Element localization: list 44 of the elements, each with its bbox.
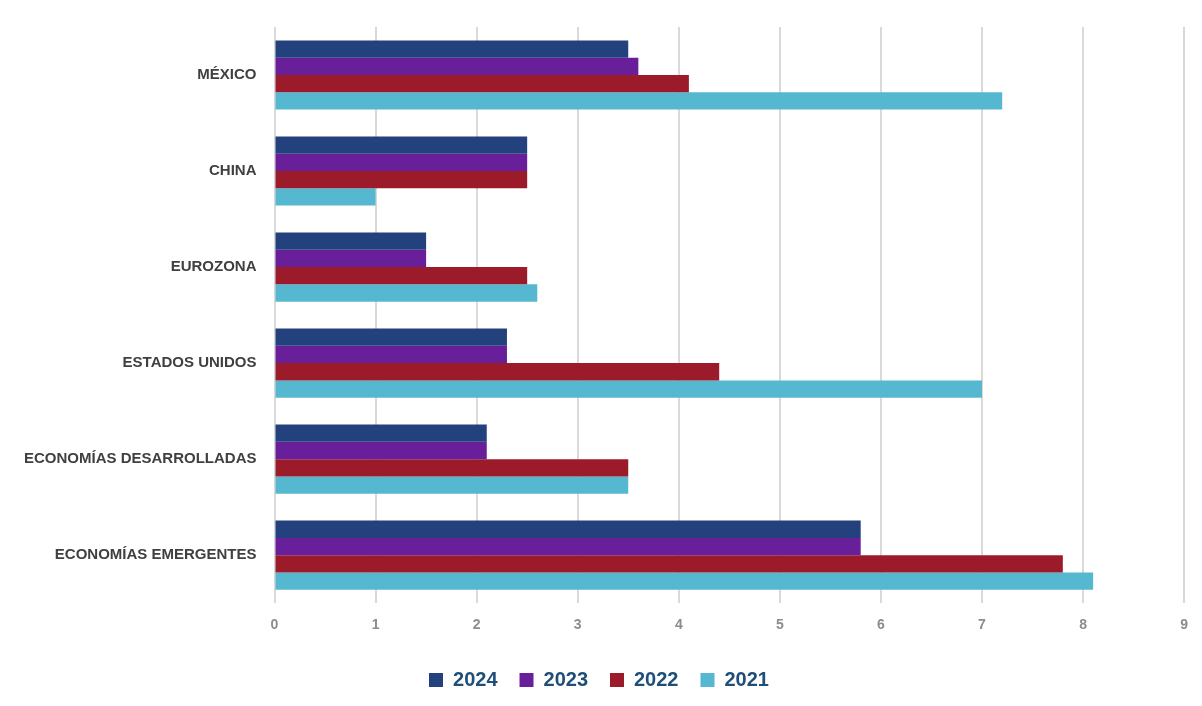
bar: [275, 188, 376, 206]
y-tick-label: ESTADOS UNIDOS: [122, 353, 257, 371]
y-tick-label: CHINA: [209, 161, 257, 179]
legend-label: 2023: [543, 667, 589, 690]
x-tick-label: 6: [877, 616, 886, 633]
bar: [275, 441, 487, 460]
bar: [275, 572, 1094, 590]
bar: [275, 92, 1003, 110]
x-tick-label: 8: [1079, 616, 1088, 633]
bar: [275, 520, 861, 538]
legend-label: 2022: [634, 667, 679, 690]
bar: [275, 75, 689, 93]
bar: [275, 171, 528, 189]
bar: [275, 424, 487, 442]
x-tick-label: 5: [775, 616, 784, 633]
x-tick-label: 1: [371, 616, 380, 633]
bar: [275, 328, 507, 346]
bar: [275, 232, 427, 250]
y-tick-label: EUROZONA: [170, 257, 257, 275]
y-tick-label: ECONOMÍAS DESARROLLADAS: [23, 449, 257, 467]
bar: [275, 40, 629, 58]
bar: [275, 459, 629, 477]
y-tick-label: ECONOMÍAS EMERGENTES: [54, 545, 257, 563]
bar: [275, 363, 720, 381]
x-tick-label: 0: [270, 616, 279, 633]
bar: [275, 476, 629, 494]
bar: [275, 555, 1063, 573]
bar: [275, 284, 538, 302]
bar: [275, 537, 861, 556]
x-tick-label: 9: [1180, 616, 1189, 633]
legend-label: 2021: [724, 667, 769, 690]
y-tick-label: MÉXICO: [197, 65, 257, 83]
bar: [275, 345, 507, 364]
bar: [275, 57, 639, 76]
legend-label: 2024: [453, 667, 499, 690]
x-tick-label: 7: [978, 616, 987, 633]
x-tick-label: 3: [573, 616, 582, 633]
bar: [275, 153, 528, 172]
bar: [275, 267, 528, 285]
x-tick-label: 4: [674, 616, 683, 633]
bar: [275, 380, 982, 398]
bar: [275, 249, 427, 268]
bar: [275, 136, 528, 154]
x-tick-label: 2: [472, 616, 481, 633]
